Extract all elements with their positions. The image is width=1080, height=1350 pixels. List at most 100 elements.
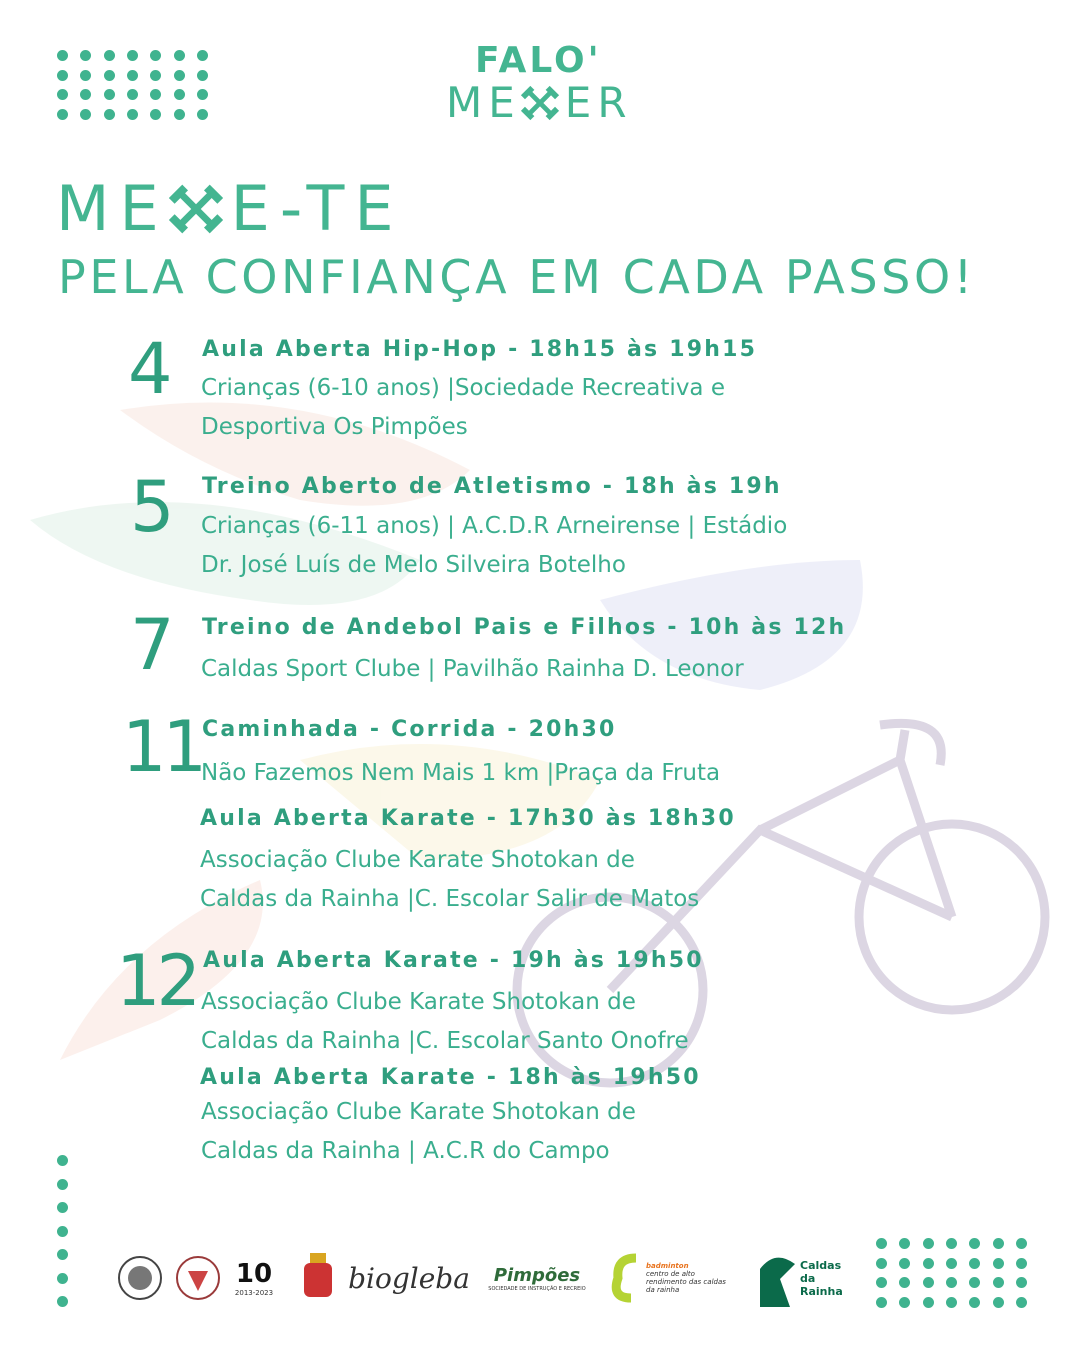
- dot: [876, 1277, 887, 1288]
- sponsor-pimpoes: Pimpões SOCIEDADE DE INSTRUÇÃO E RECREIO: [480, 1248, 594, 1308]
- dot: [945, 1257, 957, 1269]
- dot: [150, 69, 162, 81]
- dot: [126, 89, 138, 100]
- dot: [126, 69, 138, 81]
- dot: [992, 1238, 1004, 1249]
- event-detail: Associação Clube Karate Shotokan de: [200, 847, 635, 873]
- dot: [57, 1249, 68, 1260]
- event-day: 7: [130, 604, 175, 686]
- dot: [992, 1257, 1004, 1269]
- dot: [992, 1296, 1004, 1308]
- crossed-dumbbells-icon: [520, 85, 559, 120]
- dot: [922, 1277, 934, 1288]
- dot: [899, 1296, 911, 1308]
- event-title: Aula Aberta Karate - 17h30 às 18h30: [200, 806, 736, 831]
- event-detail: Associação Clube Karate Shotokan de: [201, 989, 636, 1015]
- brand-logo-line1: FALO': [475, 40, 602, 81]
- dot: [57, 50, 68, 61]
- dot: [150, 108, 162, 120]
- dot: [899, 1238, 911, 1249]
- dot: [876, 1257, 887, 1269]
- brand-logo-line2: ME ER: [446, 78, 633, 127]
- dot: [57, 1296, 68, 1307]
- bicycle-illustration: [512, 718, 1050, 1088]
- dot: [173, 69, 185, 81]
- event-detail: Desportiva Os Pimpões: [201, 414, 468, 440]
- dot: [969, 1238, 981, 1249]
- sponsor-pimpoes-sub: SOCIEDADE DE INSTRUÇÃO E RECREIO: [488, 1285, 586, 1292]
- dot: [57, 108, 68, 120]
- brand-text-right: ER: [564, 78, 633, 127]
- headline-text-left: ME: [56, 172, 169, 245]
- dot: [173, 50, 185, 61]
- dot: [196, 69, 208, 81]
- dot: [876, 1296, 887, 1308]
- event-day: 5: [130, 466, 175, 548]
- dot: [57, 1272, 68, 1284]
- event-detail: Dr. José Luís de Melo Silveira Botelho: [201, 552, 626, 578]
- dot: [57, 1178, 68, 1190]
- event-title: Caminhada - Corrida - 20h30: [202, 717, 617, 742]
- dot: [992, 1277, 1004, 1288]
- crossed-dumbbells-icon: [168, 184, 223, 233]
- dot: [57, 1202, 68, 1213]
- event-day: 4: [128, 328, 173, 410]
- dot: [103, 69, 115, 81]
- dot: [126, 50, 138, 61]
- dot: [196, 108, 208, 120]
- headline-text-right: E-TE: [230, 172, 404, 245]
- dot: [899, 1257, 911, 1269]
- event-title: Aula Aberta Karate - 18h às 19h50: [200, 1065, 701, 1090]
- dot: [57, 1155, 68, 1166]
- event-detail: Caldas Sport Clube | Pavilhão Rainha D. …: [201, 656, 744, 682]
- event-detail: Associação Clube Karate Shotokan de: [201, 1099, 636, 1125]
- dot: [150, 89, 162, 100]
- event-title: Treino Aberto de Atletismo - 18h às 19h: [202, 474, 782, 499]
- dot: [80, 69, 92, 81]
- dot: [126, 108, 138, 120]
- dot: [57, 69, 68, 81]
- dot: [196, 89, 208, 100]
- dot: [103, 50, 115, 61]
- dot: [1015, 1238, 1027, 1249]
- dot: [945, 1296, 957, 1308]
- dot: [57, 1225, 68, 1237]
- dot: [80, 89, 92, 100]
- dot: [1015, 1296, 1027, 1308]
- sponsor-badminton-center: badminton centro de alto rendimento das c…: [606, 1248, 736, 1308]
- dot: [969, 1257, 981, 1269]
- dot: [876, 1238, 887, 1249]
- sponsor-anniv-years: 2013-2023: [234, 1289, 274, 1297]
- dot: [969, 1277, 981, 1288]
- event-detail: Caldas da Rainha |C. Escolar Salir de Ma…: [200, 886, 700, 912]
- dot: [945, 1277, 957, 1288]
- dot: [922, 1238, 934, 1249]
- sponsor-municipal-crest: [290, 1248, 346, 1308]
- sponsor-club-seal: [174, 1248, 222, 1308]
- dot: [80, 50, 92, 61]
- dot: [196, 50, 208, 61]
- dot: [173, 108, 185, 120]
- sponsor-pimpoes-name: Pimpões: [493, 1264, 581, 1286]
- event-detail: Crianças (6-11 anos) | A.C.D.R Arneirens…: [201, 513, 788, 539]
- dot: [1015, 1277, 1027, 1288]
- event-detail: Não Fazemos Nem Mais 1 km |Praça da Frut…: [201, 760, 721, 786]
- event-detail: Crianças (6-10 anos) |Sociedade Recreati…: [201, 375, 725, 401]
- dot: [922, 1257, 934, 1269]
- sponsor-badminton-label: badminton: [646, 1262, 689, 1270]
- dot: [173, 89, 185, 100]
- event-detail: Caldas da Rainha |C. Escolar Santo Onofr…: [201, 1028, 689, 1054]
- dot: [922, 1296, 934, 1308]
- dot: [103, 89, 115, 100]
- event-title: Aula Aberta Karate - 19h às 19h50: [203, 948, 704, 973]
- dot: [57, 89, 68, 100]
- dot: [899, 1277, 911, 1288]
- sponsor-caldas-text: Caldas da Rainha: [800, 1258, 843, 1298]
- dot: [80, 108, 92, 120]
- event-detail: Caldas da Rainha | A.C.R do Campo: [201, 1138, 610, 1164]
- event-title: Aula Aberta Hip-Hop - 18h15 às 19h15: [202, 337, 758, 362]
- event-day: 11: [122, 706, 207, 788]
- dot: [150, 50, 162, 61]
- headline-subtitle: PELA CONFIANÇA EM CADA PASSO!: [58, 250, 976, 304]
